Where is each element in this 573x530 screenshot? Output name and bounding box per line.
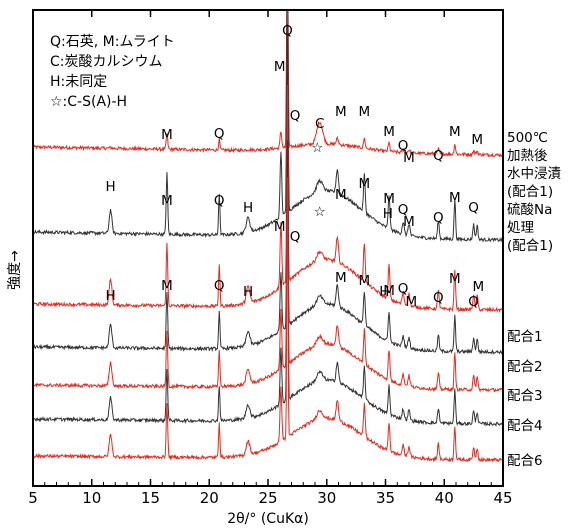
peak-label: M [359, 273, 371, 289]
x-tick-label: 10 [82, 489, 101, 507]
x-tick-label: 45 [493, 489, 512, 507]
legend-entry: H:未同定 [50, 74, 107, 90]
peak-label: M [406, 294, 418, 310]
peak-label: Q [214, 126, 225, 142]
peak-label: Q [433, 210, 444, 226]
peak-label: Q [468, 200, 479, 216]
x-axis-title: 2θ/° (CuKα) [227, 511, 309, 527]
series-line [32, 23, 504, 355]
peak-label: M [335, 187, 347, 203]
series-line [32, 10, 504, 158]
trace-group [32, 10, 504, 463]
peak-label: M [335, 270, 347, 286]
peak-label: M [161, 193, 173, 209]
series-label: 加熱後 [507, 148, 548, 164]
series-label: (配合1) [507, 184, 553, 200]
peak-label: Q [398, 202, 409, 218]
y-axis-title: 強度→ [7, 250, 23, 290]
peak-label: M [383, 191, 395, 207]
peak-label: Q [433, 148, 444, 164]
csah-star-marker: ☆ [311, 140, 323, 156]
peak-label: C [315, 116, 324, 132]
peak-label: M [359, 176, 371, 192]
series-line [32, 10, 504, 243]
peak-label: M [472, 279, 484, 295]
peak-label: M [403, 150, 415, 166]
peak-label: H [105, 288, 115, 304]
series-label: 配合6 [507, 453, 543, 469]
peak-label: Q [282, 23, 293, 39]
peak-label: H [383, 206, 393, 222]
x-tick-label: 40 [435, 489, 454, 507]
x-tick-label: 20 [200, 489, 219, 507]
legend-background [46, 30, 246, 114]
peak-label: M [383, 124, 395, 140]
x-axis: 5 10 15 20 25 30 35 40 45 [28, 10, 513, 507]
legend-entry: C:炭酸カルシウム [50, 54, 163, 70]
series-label: 硫酸Na [507, 202, 552, 218]
peak-label: M [359, 104, 371, 120]
series-label: 処理 [507, 220, 535, 236]
peak-label: M [161, 278, 173, 294]
peak-label: Q [398, 281, 409, 297]
peak-label: M [449, 271, 461, 287]
series-label: 500℃ [507, 130, 548, 146]
x-tick-label: 15 [141, 489, 160, 507]
peak-label: M [274, 59, 286, 75]
peak-label: M [335, 104, 347, 120]
peak-label: M [471, 132, 483, 148]
series-line [32, 177, 504, 463]
series-line [32, 85, 504, 393]
series-label: 配合1 [507, 329, 543, 345]
peak-label: H [105, 179, 115, 195]
peak-label: Q [433, 290, 444, 306]
peak-label: M [449, 124, 461, 140]
csah-star-marker: ☆ [314, 204, 326, 220]
x-tick-label: 5 [28, 489, 38, 507]
peak-label: H [243, 284, 253, 300]
peak-label: M [403, 214, 415, 230]
peak-label: Q [398, 138, 409, 154]
series-label: 配合2 [507, 359, 543, 375]
peak-label: M [383, 283, 395, 299]
peak-label: M [161, 127, 173, 143]
x-tick-label: 25 [258, 489, 277, 507]
series-label: 配合4 [507, 418, 543, 434]
legend-entry: ☆:C-S(A)-H [50, 94, 127, 110]
peak-label: H [379, 284, 389, 300]
legend-entry: Q:石英, M:ムライト [50, 33, 175, 50]
series-label: 水中浸漬 [507, 166, 561, 182]
series-label: (配合1) [507, 238, 553, 254]
peak-label: Q [290, 229, 301, 245]
peak-label: M [274, 219, 286, 235]
series-line [32, 140, 504, 428]
peak-label: Q [214, 278, 225, 294]
peak-label: Q [290, 108, 301, 124]
peak-label: M [449, 190, 461, 206]
x-tick-label: 35 [376, 489, 395, 507]
series-line [32, 10, 504, 314]
peak-label: Q [468, 294, 479, 310]
series-label: 配合3 [507, 388, 543, 404]
peak-label: Q [214, 193, 225, 209]
x-tick-label: 30 [317, 489, 336, 507]
peak-label: H [243, 200, 253, 216]
legend: Q:石英, M:ムライト C:炭酸カルシウム H:未同定 ☆:C-S(A)-H [46, 30, 246, 114]
